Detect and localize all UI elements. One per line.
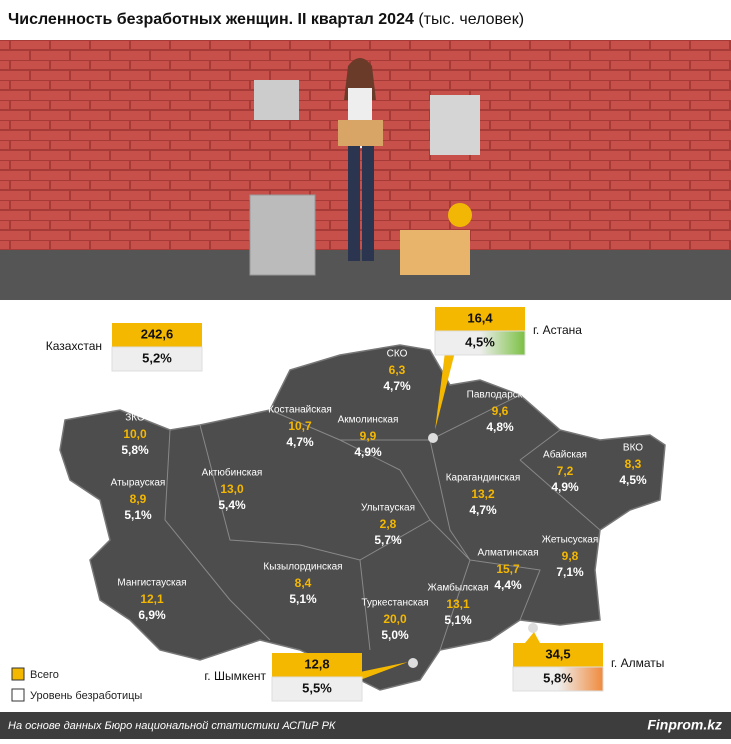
region-name: Костанайская [268, 405, 332, 416]
region-rate: 6,9% [138, 608, 166, 622]
region-rate: 4,4% [494, 578, 522, 592]
region-rate: 4,7% [383, 379, 411, 393]
region-name: Атырауская [111, 478, 166, 489]
box-name: г. Астана [533, 323, 582, 337]
total-box [112, 323, 202, 347]
region-total: 7,2 [557, 464, 574, 478]
region-name: Жамбылская [428, 582, 489, 594]
legend-label: Уровень безработицы [30, 690, 142, 702]
region-rate: 4,9% [354, 445, 382, 459]
region-name: Туркестанская [361, 598, 428, 609]
region-rate: 4,7% [469, 503, 497, 517]
region-total: 8,3 [625, 457, 642, 471]
box-rate: 5,5% [302, 680, 332, 695]
box-total: 12,8 [304, 656, 329, 671]
footer [0, 712, 731, 739]
box-rate: 5,2% [142, 350, 172, 365]
region-total: 8,9 [130, 492, 147, 506]
box-total: 242,6 [141, 326, 174, 341]
region-name: Алматинская [478, 548, 539, 559]
box-total: 34,5 [545, 646, 570, 661]
region-rate: 5,7% [374, 533, 402, 547]
region-rate: 4,9% [551, 480, 579, 494]
region-total: 9,9 [360, 429, 377, 443]
legend-swatch [11, 688, 25, 702]
illustration [0, 40, 731, 300]
region-total: 12,1 [140, 592, 164, 606]
region-total: 9,6 [492, 404, 509, 418]
region-total: 15,7 [496, 562, 520, 576]
region-total: 13,0 [220, 482, 244, 496]
region-name: СКО [387, 349, 408, 360]
region-rate: 4,8% [486, 420, 514, 434]
region-total: 13,2 [471, 487, 495, 501]
region-total: 10,0 [123, 427, 147, 441]
region-name: Карагандинская [446, 473, 521, 484]
region-rate: 5,0% [381, 628, 409, 642]
footer-brand: Finprom.kz [647, 717, 722, 733]
box-rate: 5,8% [543, 670, 573, 685]
rate-box [271, 676, 363, 702]
rate-box [434, 330, 526, 356]
legend-label: Всего [30, 669, 59, 681]
region-total: 2,8 [380, 517, 397, 531]
box-total: 16,4 [467, 310, 493, 325]
region-rate: 5,1% [289, 592, 317, 606]
region-rate: 5,1% [124, 508, 152, 522]
region-name: Акмолинская [338, 415, 399, 426]
box-name: г. Алматы [611, 656, 664, 670]
map [59, 344, 666, 691]
region-rate: 7,1% [556, 565, 584, 579]
region-name: Мангистауская [117, 578, 186, 589]
box-name: г. Шымкент [204, 669, 266, 683]
rate-box [111, 346, 203, 372]
box-rate: 4,5% [465, 334, 495, 349]
region-name: Улытауская [361, 503, 415, 514]
footer-source: На основе данных Бюро национальной стати… [8, 720, 336, 732]
region-rate: 4,5% [619, 473, 647, 487]
region-total: 9,8 [562, 549, 579, 563]
region-total: 20,0 [383, 612, 407, 626]
region-total: 13,1 [446, 597, 470, 611]
box-name: Казахстан [46, 339, 102, 353]
region-name: Абайская [543, 449, 587, 461]
region-name: Жетысуская [542, 535, 599, 546]
region-rate: 5,8% [121, 443, 149, 457]
region-name: Павлодарская [467, 390, 534, 401]
region-name: Актюбинская [202, 467, 263, 479]
total-box [435, 307, 525, 331]
region-name: ЗКО [125, 413, 145, 424]
region-total: 8,4 [295, 576, 312, 590]
rate-box [512, 666, 604, 692]
total-box [513, 643, 603, 667]
region-total: 6,3 [389, 363, 406, 377]
region-total: 10,7 [288, 419, 312, 433]
title: Численность безработных женщин. II кварт… [8, 11, 524, 28]
region-name: ВКО [623, 443, 643, 454]
total-box [272, 653, 362, 677]
region-name: Кызылординская [263, 562, 342, 573]
region-rate: 5,4% [218, 498, 246, 512]
region-rate: 5,1% [444, 613, 472, 627]
legend-swatch [11, 667, 25, 681]
region-rate: 4,7% [286, 435, 314, 449]
